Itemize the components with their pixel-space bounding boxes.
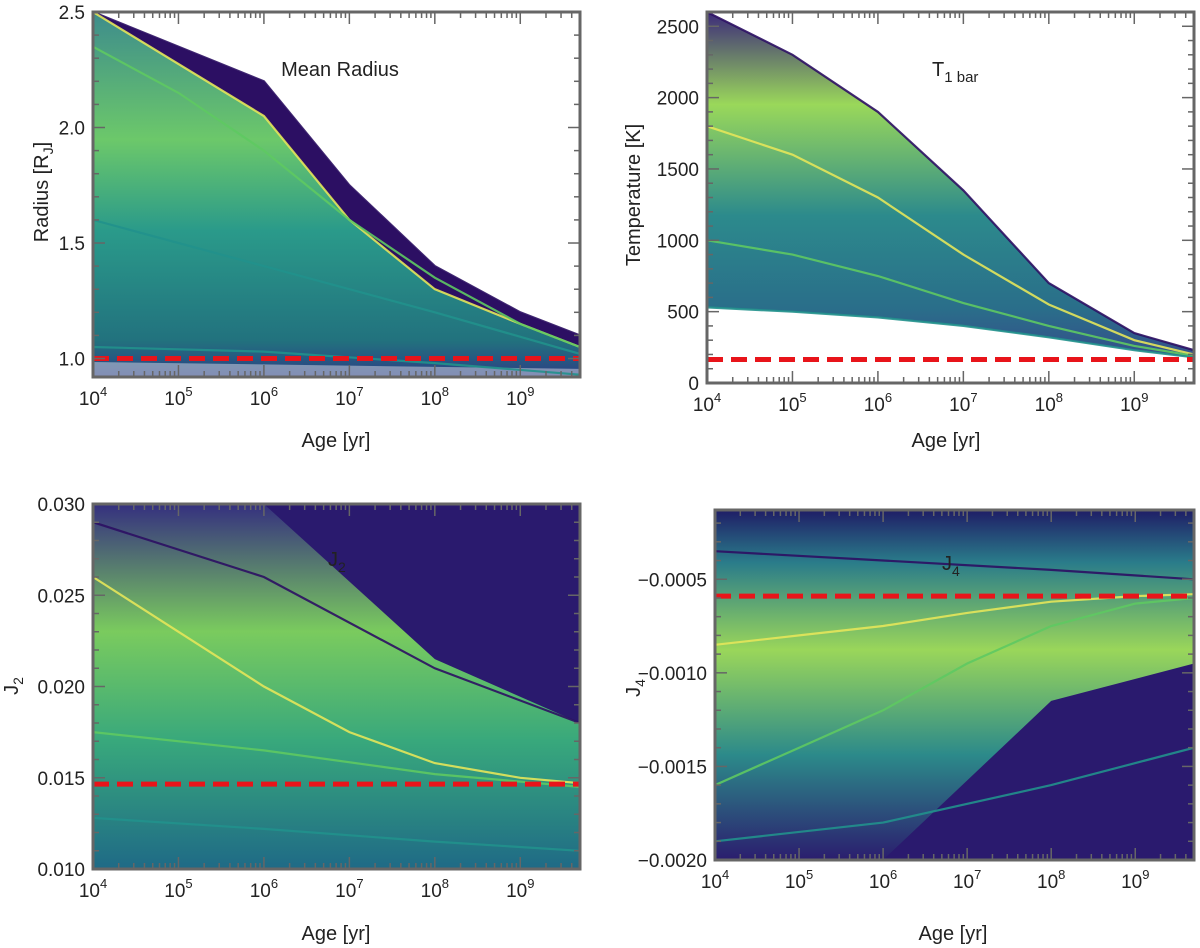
x-tick-label: 104 <box>693 390 721 416</box>
y-tick-label: 1.5 <box>59 234 85 255</box>
y-axis-label: J2 <box>1 677 26 695</box>
series-line-warm-middle <box>707 125 1194 356</box>
series-line-converging-upper <box>93 45 580 349</box>
y-tick-label: −0.0015 <box>638 757 707 778</box>
x-tick-label: 106 <box>250 876 278 902</box>
series-line-dark-band-upper <box>93 12 580 337</box>
empty-region <box>707 12 1194 351</box>
x-axis-label: Age [yr] <box>919 923 988 945</box>
sparse-region <box>93 361 580 377</box>
y-tick-label: 2000 <box>657 89 699 110</box>
y-tick-label: 0.015 <box>37 769 85 790</box>
x-tick-label: 105 <box>785 867 813 893</box>
x-tick-label: 107 <box>335 876 363 902</box>
panel-title: J4 <box>942 553 960 579</box>
x-tick-label: 106 <box>250 384 278 410</box>
y-axis-label: Temperature [K] <box>623 124 645 266</box>
x-tick-label: 108 <box>421 876 449 902</box>
x-tick-label: 109 <box>1121 867 1149 893</box>
series-line-converging <box>93 576 580 785</box>
x-tick-label: 104 <box>701 867 729 893</box>
dark-region <box>263 504 580 723</box>
series-line-bottom <box>715 746 1194 843</box>
y-tick-label: 0 <box>688 374 699 395</box>
x-tick-label: 106 <box>869 867 897 893</box>
dark-region <box>883 663 1194 860</box>
y-tick-label: 500 <box>667 303 699 324</box>
x-tick-label: 106 <box>864 390 892 416</box>
j2-panel: 104 105 106 107 108 109 0.010 0.015 0.020 0.025 0.… <box>1 495 582 945</box>
series-line-converging-lower <box>715 596 1194 787</box>
series-line-lower <box>93 731 580 788</box>
series-line-cool-lower <box>707 239 1194 357</box>
panel-title: J2 <box>328 549 346 575</box>
x-tick-label: 104 <box>79 384 107 410</box>
x-tick-label: 109 <box>1120 390 1148 416</box>
series-line-upper <box>93 521 580 725</box>
x-tick-label: 108 <box>421 384 449 410</box>
y-tick-label: 1.0 <box>59 350 85 371</box>
y-axis-label: J4 <box>623 679 648 697</box>
empty-region <box>93 12 580 336</box>
x-tick-label: 107 <box>335 384 363 410</box>
series-line-bottom <box>93 816 580 852</box>
radius-panel: 104 105 106 107 108 109 1.0 1.5 2.0 2.5 Mean Radi… <box>31 3 582 452</box>
j4-panel: 104 105 106 107 108 109 −0.0020 −0.0015 −0.0010 −… <box>623 508 1196 945</box>
y-tick-label: −0.0020 <box>638 851 707 872</box>
y-tick-label: −0.0010 <box>638 664 707 685</box>
y-tick-label: 0.010 <box>37 860 85 881</box>
series-line-top <box>715 550 1194 581</box>
y-tick-label: 1500 <box>657 160 699 181</box>
dark-band <box>93 12 580 347</box>
empty-region <box>707 307 1194 383</box>
x-axis-label: Age [yr] <box>302 430 371 452</box>
x-axis-label: Age [yr] <box>912 430 981 452</box>
series-line-flat-lower <box>93 345 580 376</box>
x-tick-label: 104 <box>79 876 107 902</box>
x-tick-label: 105 <box>164 876 192 902</box>
series-line-hot-upper <box>707 12 1194 352</box>
y-tick-label: 0.025 <box>37 586 85 607</box>
y-tick-label: 1000 <box>657 231 699 252</box>
x-tick-label: 107 <box>949 390 977 416</box>
x-tick-label: 105 <box>778 390 806 416</box>
y-tick-label: 2.0 <box>59 119 85 140</box>
x-tick-label: 107 <box>953 867 981 893</box>
y-tick-label: 2500 <box>657 17 699 38</box>
y-tick-label: 0.020 <box>37 678 85 699</box>
y-axis-label: Radius [RJ] <box>31 142 56 242</box>
x-tick-label: 108 <box>1037 867 1065 893</box>
series-line-coldest <box>707 306 1194 359</box>
series-line-converging-lower <box>93 218 580 355</box>
x-tick-label: 108 <box>1035 390 1063 416</box>
panel-title: T1 bar <box>932 59 978 86</box>
y-tick-label: 0.030 <box>37 495 85 516</box>
x-tick-label: 109 <box>506 876 534 902</box>
x-axis-label: Age [yr] <box>302 923 371 945</box>
x-tick-label: 105 <box>164 384 192 410</box>
panel-title: Mean Radius <box>281 59 399 81</box>
y-tick-label: −0.0005 <box>638 570 707 591</box>
x-tick-label: 109 <box>506 384 534 410</box>
y-tick-label: 2.5 <box>59 3 85 24</box>
temperature-panel: 104 105 106 107 108 109 0 500 1000 1500 2000 2500 T… <box>623 10 1196 452</box>
